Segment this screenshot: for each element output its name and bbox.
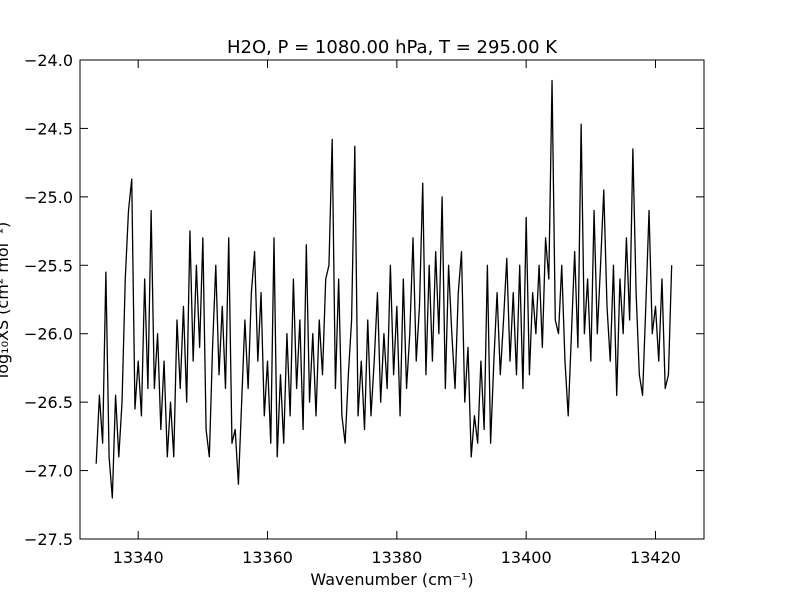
plot-frame (79, 59, 705, 540)
y-tick-label: −26.5 (24, 393, 73, 412)
y-tick-label: −27.0 (24, 462, 73, 481)
y-tick-label: −27.5 (24, 530, 73, 549)
y-tick-label: −25.5 (24, 256, 73, 275)
data-line (95, 79, 673, 499)
x-tick-label: 13420 (630, 548, 681, 567)
chart-title: H2O, P = 1080.00 hPa, T = 295.00 K (227, 37, 558, 58)
x-axis-label: Wavenumber (cm⁻¹) (310, 570, 473, 589)
y-tick-label: −26.0 (24, 325, 73, 344)
y-tick-label: −24.5 (24, 119, 73, 138)
x-tick-label: 13380 (371, 548, 422, 567)
x-tick-label: 13360 (242, 548, 293, 567)
x-tick-label: 13400 (501, 548, 552, 567)
y-axis-label: log₁₀XS (cm² mol⁻¹) (0, 222, 12, 378)
x-tick-label: 13340 (113, 548, 164, 567)
y-tick-label: −24.0 (24, 51, 73, 70)
y-tick-label: −25.0 (24, 188, 73, 207)
